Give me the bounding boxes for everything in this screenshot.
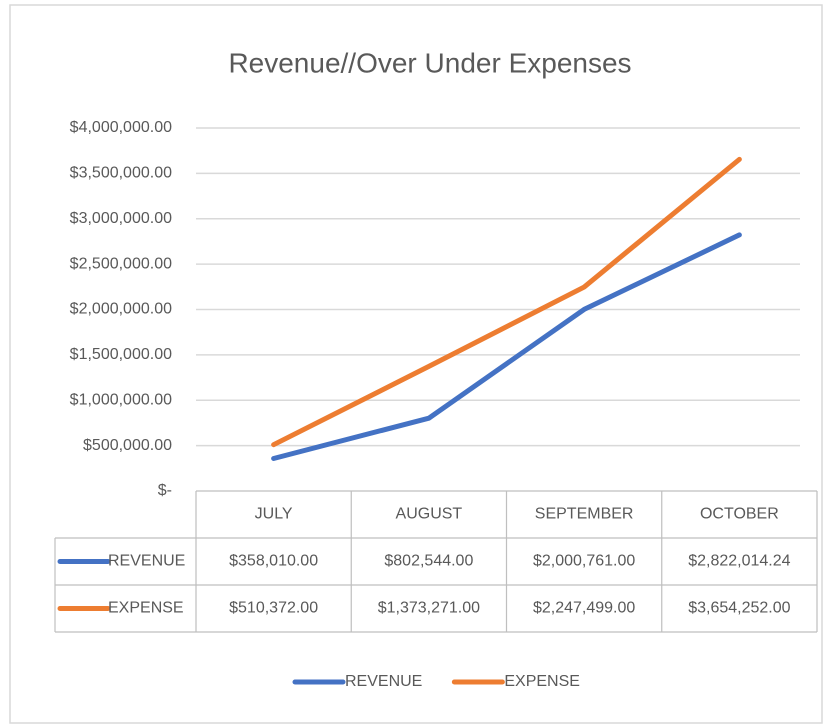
table-value: $2,822,014.24 — [688, 553, 790, 570]
x-tick-label: AUGUST — [396, 506, 463, 523]
y-tick-label: $500,000.00 — [83, 437, 172, 454]
y-tick-label: $2,000,000.00 — [70, 301, 172, 318]
y-tick-label: $1,000,000.00 — [70, 391, 172, 408]
y-tick-label: $3,500,000.00 — [70, 165, 172, 182]
table-value: $1,373,271.00 — [378, 600, 480, 617]
y-tick-label: $3,000,000.00 — [70, 210, 172, 227]
legend-label: EXPENSE — [504, 673, 580, 690]
table-value: $2,247,499.00 — [533, 600, 635, 617]
line-series — [271, 232, 742, 462]
y-tick-label: $2,500,000.00 — [70, 255, 172, 272]
table-value: $3,654,252.00 — [688, 600, 790, 617]
x-tick-label: JULY — [255, 506, 293, 523]
chart-title: Revenue//Over Under Expenses — [228, 47, 631, 78]
y-tick-label: $1,500,000.00 — [70, 346, 172, 363]
table-value: $358,010.00 — [229, 553, 318, 570]
y-tick-label: $- — [158, 482, 172, 499]
legend-label: REVENUE — [345, 673, 422, 690]
table-row-label: REVENUE — [108, 553, 185, 570]
x-tick-label: SEPTEMBER — [535, 506, 634, 523]
table-value: $510,372.00 — [229, 600, 318, 617]
table-value: $2,000,761.00 — [533, 553, 635, 570]
x-tick-label: OCTOBER — [700, 506, 779, 523]
chart-border — [9, 4, 823, 724]
y-tick-label: $4,000,000.00 — [70, 119, 172, 136]
table-value: $802,544.00 — [384, 553, 473, 570]
table-row-label: EXPENSE — [108, 600, 184, 617]
line-series — [271, 156, 742, 448]
